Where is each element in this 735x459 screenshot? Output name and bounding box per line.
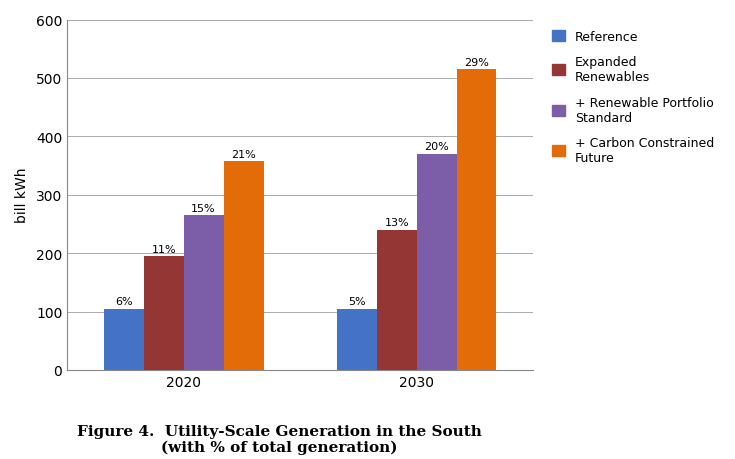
Y-axis label: bill kWh: bill kWh — [15, 168, 29, 223]
Bar — [456, 70, 497, 370]
Bar — [337, 309, 377, 370]
Text: 20%: 20% — [424, 142, 449, 152]
Bar — [417, 155, 456, 370]
Bar — [184, 216, 223, 370]
Text: 5%: 5% — [348, 297, 365, 307]
Text: 21%: 21% — [232, 149, 256, 159]
Legend: Reference, Expanded
Renewables, + Renewable Portfolio
Standard, + Carbon Constra: Reference, Expanded Renewables, + Renewa… — [548, 27, 718, 168]
Bar — [104, 309, 144, 370]
Bar — [144, 257, 184, 370]
Bar — [223, 162, 264, 370]
Text: 6%: 6% — [115, 297, 132, 307]
Text: 15%: 15% — [191, 203, 216, 213]
Text: Figure 4.  Utility-Scale Generation in the South
(with % of total generation): Figure 4. Utility-Scale Generation in th… — [77, 424, 481, 454]
Bar — [377, 230, 417, 370]
Text: 13%: 13% — [384, 218, 409, 228]
Text: 29%: 29% — [464, 58, 489, 67]
Text: 11%: 11% — [151, 244, 176, 254]
